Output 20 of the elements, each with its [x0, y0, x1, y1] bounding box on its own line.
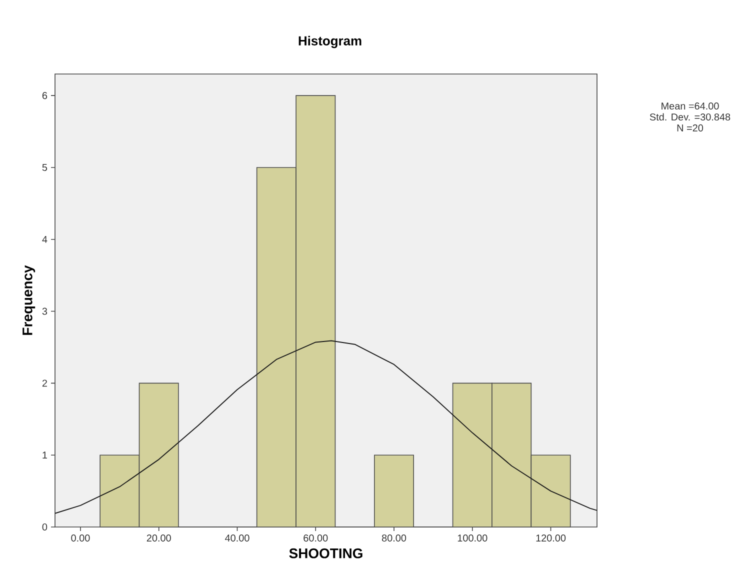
x-tick-label: 120.00 — [536, 534, 566, 542]
y-tick-label: 0 — [42, 523, 48, 531]
text: N =20 — [677, 124, 704, 132]
y-tick-label: 2 — [42, 380, 47, 387]
text: Mean =64.00 — [662, 102, 719, 110]
x-tick-label: 0.00 — [71, 534, 90, 542]
y-tick-label: 4 — [42, 236, 48, 243]
y-tick-label: 5 — [42, 164, 48, 171]
x-tick-label: 40.00 — [225, 534, 250, 542]
x-tick-label: 60.00 — [304, 534, 328, 542]
x-axis-title: SHOOTING — [289, 548, 362, 558]
y-tick-label: 3 — [42, 308, 48, 315]
x-tick-label: 80.00 — [382, 534, 406, 542]
x-tick-label: 20.00 — [146, 534, 171, 542]
y-axis-title: Frequency — [22, 265, 36, 335]
y-tick-label: 1 — [42, 452, 47, 459]
chart-title: Histogram — [298, 36, 362, 48]
y-tick-label: 6 — [42, 92, 48, 100]
text: Std. Dev. =30.848 — [650, 113, 730, 121]
x-tick-label: 100.00 — [458, 534, 488, 542]
